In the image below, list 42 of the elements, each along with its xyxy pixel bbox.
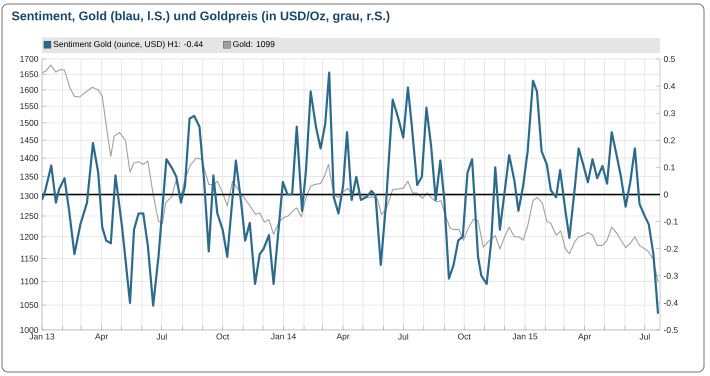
- y2-tick-label: 0.2: [664, 137, 675, 144]
- x-tick-label: Jan 13: [29, 333, 54, 340]
- y2-tick-label: 0.3: [664, 110, 675, 116]
- y-tick-label: 1650: [20, 71, 38, 78]
- chart-title: Sentiment, Gold (blau, l.S.) und Goldpreis (in USD/Oz, grau, r.S.): [12, 11, 390, 23]
- y-tick-label: 1000: [20, 326, 38, 333]
- x-tick-label: Jan 14: [270, 333, 296, 340]
- y-tick-label: 1150: [20, 256, 38, 262]
- x-tick-label: Apr: [336, 333, 350, 342]
- x-tick-label: Oct: [458, 333, 471, 340]
- y-tick-label: 1300: [20, 192, 38, 199]
- y2-tick-label: -0.1: [664, 218, 678, 225]
- y-tick-label: 1050: [20, 302, 38, 308]
- y-tick-label: 1350: [20, 174, 38, 180]
- y2-tick-label: -0.5: [664, 327, 678, 333]
- y-tick-label: 1600: [20, 86, 38, 93]
- y-tick-label: 1500: [20, 120, 38, 126]
- x-tick-label: Apr: [578, 333, 592, 342]
- y-tick-label: 1550: [20, 103, 38, 110]
- y2-tick-label: -0.4: [664, 300, 678, 306]
- x-tick-label: Jul: [156, 333, 167, 340]
- y-tick-label: 1200: [20, 234, 38, 240]
- y2-tick-label: -0.3: [664, 272, 678, 279]
- y2-tick-label: 0.5: [664, 56, 675, 62]
- y-tick-label: 1100: [20, 278, 38, 284]
- line-series: [42, 71, 660, 315]
- x-tick-label: Apr: [94, 333, 108, 342]
- y-tick-label: 1400: [20, 155, 38, 162]
- x-tick-label: Jul: [640, 333, 650, 340]
- y2-tick-label: 0.4: [664, 83, 676, 90]
- legend-label: Gold: 1099: [233, 40, 274, 48]
- x-tick-label: Oct: [216, 333, 230, 340]
- y2-tick-label: 0.1: [664, 164, 675, 170]
- x-tick-label: Jul: [398, 333, 408, 340]
- y-tick-label: 1250: [20, 213, 38, 219]
- y-tick-label: 1450: [20, 137, 38, 144]
- legend-label: Sentiment Gold (ounce, USD) H1: -0.44: [54, 40, 203, 49]
- line-series: [42, 64, 659, 282]
- y-tick-label: 1700: [20, 56, 38, 62]
- x-tick-label: Jan 15: [512, 333, 538, 340]
- y2-tick-label: -0.2: [664, 246, 678, 252]
- y2-tick-label: 0: [664, 192, 668, 198]
